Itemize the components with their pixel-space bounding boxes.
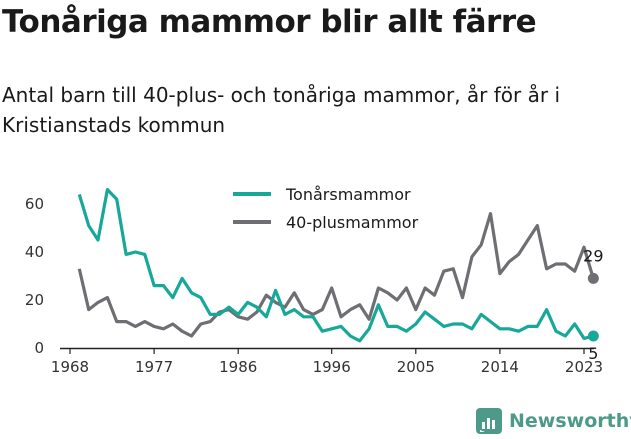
newsworthy-logo: Newsworthy (476, 408, 631, 434)
x-tick-label: 1977 (135, 358, 173, 376)
series-line-fortyplusmammor (77, 212, 595, 338)
x-tick-label: 1968 (51, 358, 89, 376)
legend-label: Tonårsmammor (285, 185, 411, 204)
y-tick-label: 0 (34, 339, 44, 357)
x-tick-label: 2005 (397, 358, 435, 376)
legend-label: 40-plusmammor (286, 213, 419, 232)
chart-bars-icon (476, 408, 502, 434)
y-tick-label: 60 (25, 195, 44, 213)
y-tick-label: 20 (25, 291, 44, 309)
y-tick-label: 40 (25, 243, 44, 261)
end-value-label: 5 (588, 344, 598, 363)
series-line-tonarsmammor (77, 188, 594, 343)
x-tick-label: 1996 (313, 358, 351, 376)
x-tick-label: 2014 (481, 358, 519, 376)
endpoint-marker (587, 330, 599, 342)
chart-subtitle: Antal barn till 40-plus- och tonåriga ma… (2, 83, 561, 137)
end-value-label: 29 (583, 246, 603, 265)
x-tick-label: 2023 (565, 358, 603, 376)
brand-name: Newsworthy (509, 410, 631, 432)
endpoint-marker (587, 272, 599, 284)
x-tick-label: 1986 (219, 358, 257, 376)
chart-title: Tonåriga mammor blir allt färre (2, 4, 537, 40)
